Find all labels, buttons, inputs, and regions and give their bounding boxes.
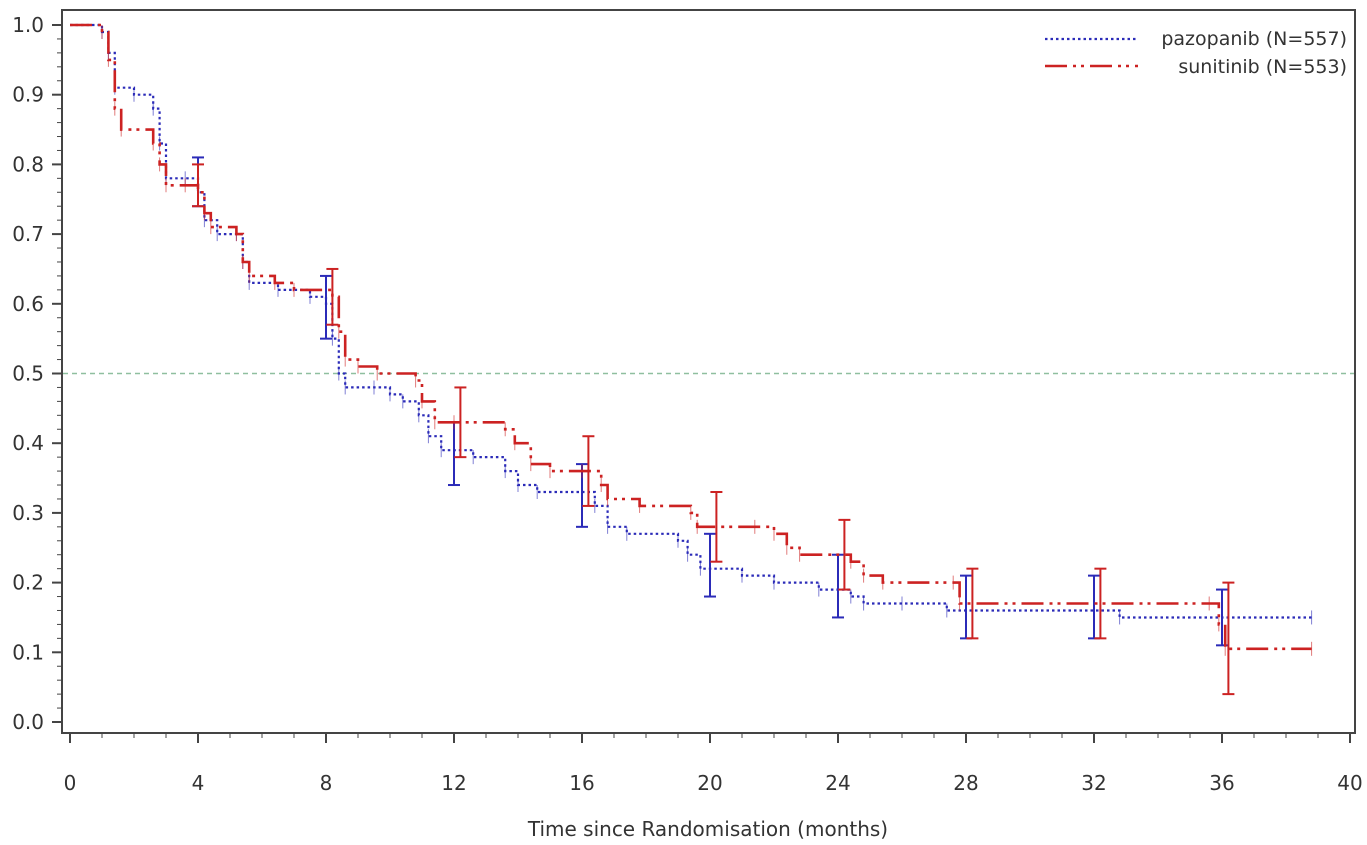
y-tick-label: 0.6: [12, 292, 44, 316]
y-tick-label: 0.9: [12, 83, 44, 107]
x-tick-label: 40: [1337, 771, 1362, 795]
x-tick-label: 36: [1209, 771, 1234, 795]
legend: pazopanib (N=557) sunitinib (N=553): [1045, 28, 1347, 78]
y-tick-label: 0.0: [12, 710, 44, 734]
ci-bar-pazopanib: [320, 274, 332, 340]
ci-bar-sunitinib: [1094, 567, 1107, 640]
ci-bar-pazopanib: [448, 421, 460, 487]
plot-frame: [61, 9, 1356, 734]
x-tick-label: 20: [697, 771, 722, 795]
x-tick-label: 28: [953, 771, 978, 795]
ci-bar-sunitinib: [966, 567, 979, 640]
y-tick-label: 0.4: [12, 431, 44, 455]
y-tick-label: 1.0: [12, 13, 44, 37]
ci-bar-sunitinib: [326, 267, 339, 326]
x-tick-label: 8: [320, 771, 333, 795]
y-tick-label: 0.2: [12, 571, 44, 595]
y-tick-label: 0.7: [12, 222, 44, 246]
series-line-pazopanib: [70, 23, 1312, 619]
ci-bar-pazopanib: [832, 553, 844, 619]
y-tick-label: 0.5: [12, 362, 44, 386]
ci-bar-sunitinib: [838, 518, 851, 591]
x-axis-label: Time since Randomisation (months): [527, 817, 888, 841]
y-tick-label: 0.8: [12, 152, 44, 176]
ci-bar-sunitinib: [192, 163, 204, 208]
y-tick-label: 0.3: [12, 501, 44, 525]
x-tick-label: 24: [825, 771, 850, 795]
x-tick-label: 4: [192, 771, 205, 795]
series-line-sunitinib: [70, 23, 1312, 651]
ticks-layer: 0 4 8 12 16 20 24 28 32 36 40 0.0 0.1 0.2 0.3 0.4 0.5 0.6…: [12, 13, 1363, 795]
y-tick-label: 0.1: [12, 640, 44, 664]
legend-label-sunitinib: sunitinib (N=553): [1178, 56, 1347, 78]
ci-bar-sunitinib: [454, 386, 467, 459]
ci-bar-pazopanib: [960, 574, 972, 640]
ci-bar-sunitinib: [582, 435, 595, 507]
x-tick-label: 0: [64, 771, 77, 795]
ci-bar-sunitinib: [1222, 581, 1235, 696]
ci-bar-pazopanib: [704, 532, 716, 598]
x-tick-label: 16: [569, 771, 594, 795]
series-layer: [70, 23, 1313, 696]
ci-bar-sunitinib: [710, 490, 723, 563]
x-tick-label: 12: [441, 771, 466, 795]
x-tick-label: 32: [1081, 771, 1106, 795]
ci-bar-pazopanib: [1088, 574, 1100, 640]
legend-label-pazopanib: pazopanib (N=557): [1161, 28, 1347, 50]
